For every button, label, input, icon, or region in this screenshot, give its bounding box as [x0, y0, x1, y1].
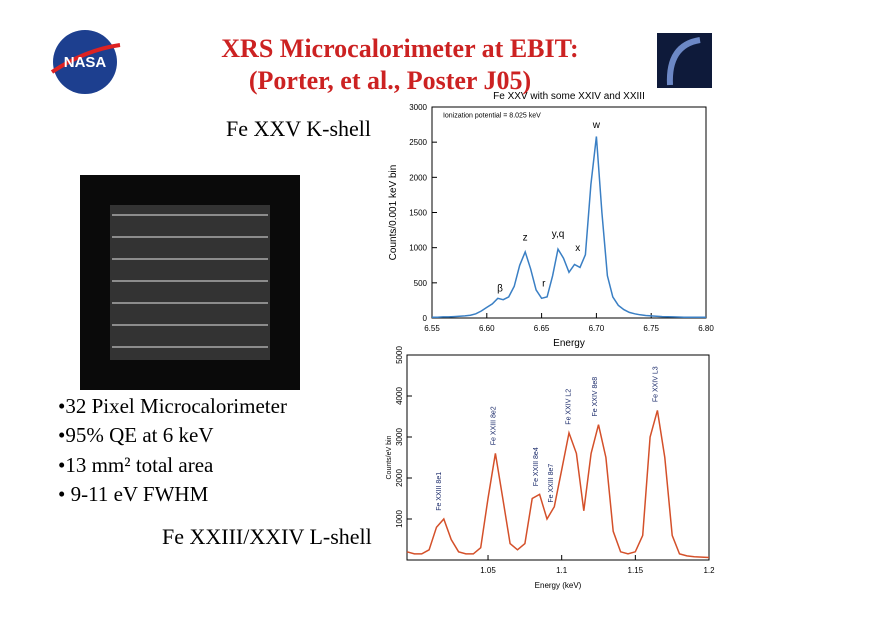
peak-label: x: [575, 243, 580, 254]
subtitle: (Porter, et al., Poster J05): [249, 66, 531, 95]
bullet-list: •32 Pixel Microcalorimeter •95% QE at 6 …: [58, 394, 287, 506]
y-tick-label: 1000: [409, 244, 427, 253]
logo-circle: [53, 30, 117, 94]
logo-swoosh: [50, 43, 121, 74]
y-tick-label: 2000: [395, 469, 404, 487]
x-tick-label: 6.70: [589, 324, 605, 333]
y-tick-label: 3000: [395, 428, 404, 446]
x-axis-label: Energy: [553, 338, 585, 349]
section-label: Fe XXIII/XXIV L-shell: [162, 524, 372, 549]
x-tick-label: 1.15: [628, 566, 644, 575]
peak-label: Fe XXIV 8e8: [592, 377, 599, 417]
title: XRS Microcalorimeter at EBIT:: [221, 34, 578, 63]
section-label: Fe XXV K-shell: [226, 116, 371, 141]
photo: [657, 33, 712, 88]
x-tick-label: 6.60: [479, 324, 495, 333]
chip-core: [110, 205, 270, 360]
chip-pixels: [112, 214, 268, 348]
x-tick-label: 1.05: [480, 566, 496, 575]
peak-label: Fe XXIII 8e2: [490, 406, 497, 445]
peak-label: y,q: [552, 229, 565, 240]
x-tick-label: 6.75: [643, 324, 659, 333]
y-tick-label: 2500: [409, 138, 427, 147]
x-tick-label: 1.2: [703, 566, 715, 575]
photo-detail: [666, 37, 701, 86]
peak-label: β: [497, 283, 503, 294]
peak-label: Fe XXIII 8e4: [533, 447, 540, 486]
x-axis-label: Energy (keV): [535, 581, 582, 590]
peak-label: Fe XXIII 8e7: [548, 464, 555, 503]
y-tick-label: 2000: [409, 173, 427, 182]
y-tick-label: 1000: [395, 510, 404, 528]
x-tick-label: 6.65: [534, 324, 550, 333]
x-tick-label: 6.80: [698, 324, 714, 333]
y-tick-label: 500: [414, 279, 428, 288]
chart-title: Fe XXV with some XXIV and XXIII: [493, 91, 645, 102]
y-tick-label: 3000: [409, 103, 427, 112]
logo-text: NASA: [64, 54, 107, 71]
bullet: •95% QE at 6 keV: [58, 423, 213, 447]
peak-label: Fe XXIV L2: [566, 389, 573, 425]
plot-frame: [406, 354, 710, 561]
y-tick-label: 0: [423, 314, 428, 323]
peak-label: Fe XXIII 8e1: [436, 472, 443, 511]
x-tick-label: 1.1: [556, 566, 568, 575]
peak-label: Ionization potential = 8.025 keV: [443, 113, 541, 120]
x-tick-label: 6.55: [424, 324, 440, 333]
y-axis-label: Counts/eV bin: [386, 435, 393, 479]
peak-label: z: [523, 233, 528, 244]
bullet: • 9-11 eV FWHM: [58, 482, 209, 506]
bullet: •32 Pixel Microcalorimeter: [58, 394, 287, 418]
y-tick-label: 4000: [395, 387, 404, 405]
peak-label: r: [542, 278, 546, 289]
y-tick-label: 5000: [395, 346, 404, 364]
y-axis-label: Counts/0.001 keV bin: [388, 165, 399, 261]
spectrum-line: [432, 136, 706, 319]
y-tick-label: 1500: [409, 209, 427, 218]
peak-label: w: [592, 120, 601, 131]
bullet: •13 mm² total area: [58, 453, 214, 477]
peak-label: Fe XXIV L3: [652, 366, 659, 402]
spectrum-line: [406, 410, 710, 559]
